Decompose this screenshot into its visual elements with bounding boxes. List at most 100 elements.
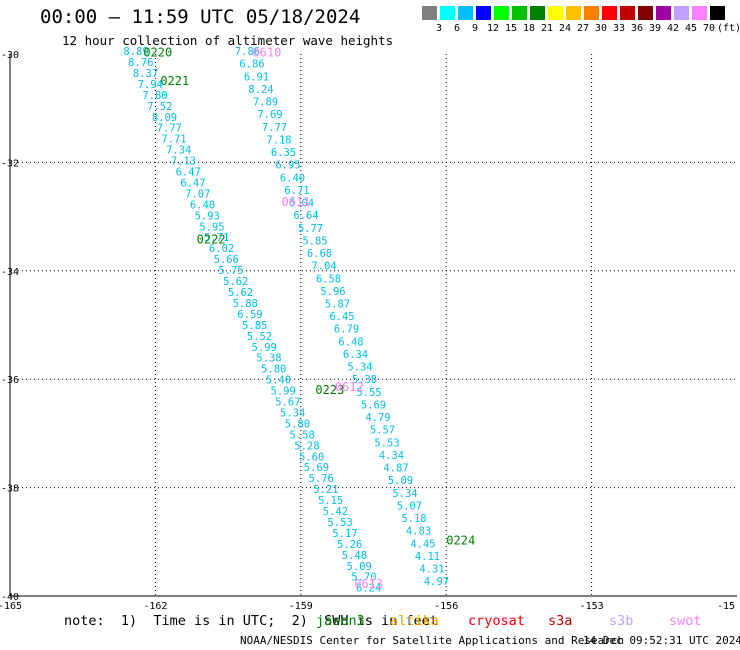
swh-value-track-west: 5.88 [233,298,258,310]
swh-value-track-east: 4.34 [379,450,404,462]
scale-swatch [440,6,455,20]
swh-value-track-east: 6.58 [316,273,341,285]
pass-time-label: 0224 [446,534,475,548]
scale-label: 39 [648,23,662,34]
swh-value-track-west: 7.80 [142,90,167,102]
swh-value-track-east: 4.79 [365,412,390,424]
swh-value-track-west: 5.71 [204,232,229,244]
legend-cryosat: cryosat [468,613,525,629]
swh-value-track-west: 5.62 [223,276,248,288]
swh-value-track-west: 5.28 [294,440,319,452]
swh-value-track-west: 6.47 [176,167,201,179]
legend-s3b: s3b [609,613,634,629]
swh-value-track-east: 5.57 [370,425,395,437]
lon-tick-label: -156 [434,601,458,612]
swh-value-track-west: 8.76 [128,57,153,69]
swh-value-track-west: 5.99 [252,342,277,354]
swh-value-track-east: 5.69 [361,399,386,411]
scale-swatch [602,6,617,20]
swh-value-track-east: 6.91 [244,71,269,83]
lat-tick-label: -36 [1,375,19,386]
scale-swatch [692,6,707,20]
swh-value-track-west: 6.02 [209,243,234,255]
scale-swatch [494,6,509,20]
map-title: 00:00 – 11:59 UTC 05/18/2024 [40,6,361,28]
scale-label: 33 [612,23,626,34]
scale-swatch [458,6,473,20]
scale-label: 15 [504,23,518,34]
swh-value-track-east: 6.48 [338,336,363,348]
scale-label: 21 [540,23,554,34]
scale-swatch [656,6,671,20]
lat-tick-label: -32 [1,158,19,169]
swh-value-track-west: 5.85 [242,320,267,332]
pass-time-label: 0221 [160,74,189,88]
swh-value-track-east: 5.38 [352,374,377,386]
swh-value-track-west: 8.37 [133,68,158,80]
scale-label: 70 [702,23,716,34]
swh-value-track-east: 6.71 [284,185,309,197]
swh-value-track-west: 5.42 [323,506,348,518]
lon-tick-label: -159 [289,601,313,612]
pass-time-label: 0610 [252,46,281,60]
swh-value-track-west: 5.40 [266,375,291,387]
swh-value-track-west: 7.07 [185,188,210,200]
swh-value-track-east: 6.68 [307,248,332,260]
swh-value-track-west: 5.21 [313,484,338,496]
swh-value-track-west: 6.47 [180,177,205,189]
swh-value-track-east: 4.97 [424,576,449,588]
swh-value-track-east: 6.95 [275,160,300,172]
scale-label: 18 [522,23,536,34]
swh-value-track-east: 7.77 [262,122,287,134]
swh-value-track-west: 5.99 [271,386,296,398]
swh-value-track-east: 6.45 [329,311,354,323]
swh-value-track-west: 5.48 [342,550,367,562]
pass-time-label: 0222 [197,233,226,247]
scale-label: 3 [435,23,443,34]
swh-value-track-west: 5.15 [318,495,343,507]
scale-swatch [620,6,635,20]
swh-value-track-east: 6.04 [289,198,314,210]
swh-value-track-east: 4.11 [415,551,440,563]
swh-value-track-east: 7.89 [253,97,278,109]
swh-value-track-east: 8.24 [248,84,273,96]
swh-value-track-east: 6.64 [293,210,318,222]
swh-value-track-east: 7.69 [257,109,282,121]
swh-value-track-west: 7.13 [171,156,196,168]
swh-value-track-west: 8.09 [152,112,177,124]
lat-tick-label: -40 [1,592,19,603]
swh-value-track-west: 6.24 [356,583,381,595]
swh-value-track-east: 4.83 [406,526,431,538]
swh-value-track-east: 6.79 [334,324,359,336]
lon-tick-label: -15 [717,601,735,612]
legend-s3a: s3a [548,613,573,629]
pass-time-label: 0613 [354,577,383,591]
swh-value-track-east: 7.86 [235,46,260,58]
scale-swatch [674,6,689,20]
scale-swatch [476,6,491,20]
swh-value-track-east: 5.18 [401,513,426,525]
swh-value-track-west: 5.67 [275,397,300,409]
swh-value-track-east: 5.34 [392,488,417,500]
scale-label: 45 [684,23,698,34]
lat-tick-label: -30 [1,50,19,61]
swh-value-track-west: 5.93 [195,210,220,222]
swh-value-track-west: 7.52 [147,101,172,113]
pass-time-label: 0223 [315,383,344,397]
legend-altika: altika [390,613,439,629]
swh-value-track-east: 7.04 [311,261,336,273]
swh-value-track-west: 5.38 [256,353,281,365]
swh-value-track-west: 7.94 [138,79,163,91]
scale-label: 24 [558,23,572,34]
swh-value-track-west: 5.17 [332,528,357,540]
scale-swatch [530,6,545,20]
swh-value-track-east: 6.34 [343,349,368,361]
scale-label: 9 [471,23,479,34]
swh-value-track-east: 5.34 [347,362,372,374]
scale-swatch [710,6,725,20]
pass-time-label: 0612 [335,380,364,394]
swh-value-track-west: 7.34 [166,145,191,157]
generated-timestamp: 14 Dec 09:52:31 UTC 2024 [583,634,740,647]
swh-value-track-west: 5.80 [285,418,310,430]
